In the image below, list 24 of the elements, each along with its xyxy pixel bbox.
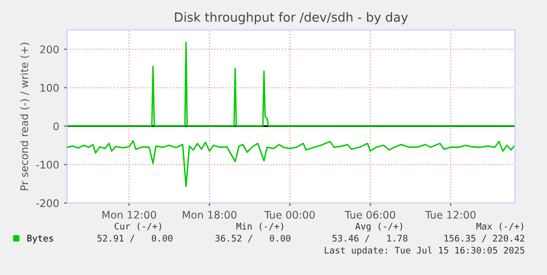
chart-title: Disk throughput for /dev/sdh - by day bbox=[175, 12, 408, 24]
text: Max (-/+) bbox=[476, 222, 524, 231]
text: 52.91 / 0.00 bbox=[98, 234, 172, 242]
y-axis-title: Pr second read (-) / write (+) bbox=[20, 42, 30, 190]
text: 53.46 / 1.78 bbox=[332, 234, 408, 242]
text: Avg (-/+) bbox=[355, 222, 402, 232]
legend-label: Bytes bbox=[27, 234, 53, 244]
y-tick-label: -100 bbox=[36, 160, 59, 169]
x-tick-label: Mon 12:00 bbox=[102, 210, 156, 219]
x-tick-label: Tue 06:00 bbox=[344, 210, 396, 219]
text: 156.35 / 220.42 bbox=[444, 234, 524, 242]
text: Min (-/+) bbox=[236, 222, 284, 231]
line-series bbox=[67, 42, 514, 127]
text: Last update: Tue Jul 15 16:30:05 2025 bbox=[324, 246, 524, 256]
text: Cur (-/+) bbox=[114, 222, 162, 231]
y-tick-label: 100 bbox=[40, 84, 59, 92]
y-tick-label: 200 bbox=[40, 45, 59, 54]
line-series bbox=[67, 140, 514, 188]
x-tick-label: Tue 00:00 bbox=[264, 210, 315, 219]
text: 36.52 / 0.00 bbox=[216, 234, 290, 242]
x-tick-label: Mon 18:00 bbox=[182, 210, 236, 219]
y-tick-label: 0 bbox=[53, 122, 59, 130]
x-tick-label: Tue 12:00 bbox=[425, 210, 476, 219]
y-tick-label: -200 bbox=[36, 199, 59, 208]
